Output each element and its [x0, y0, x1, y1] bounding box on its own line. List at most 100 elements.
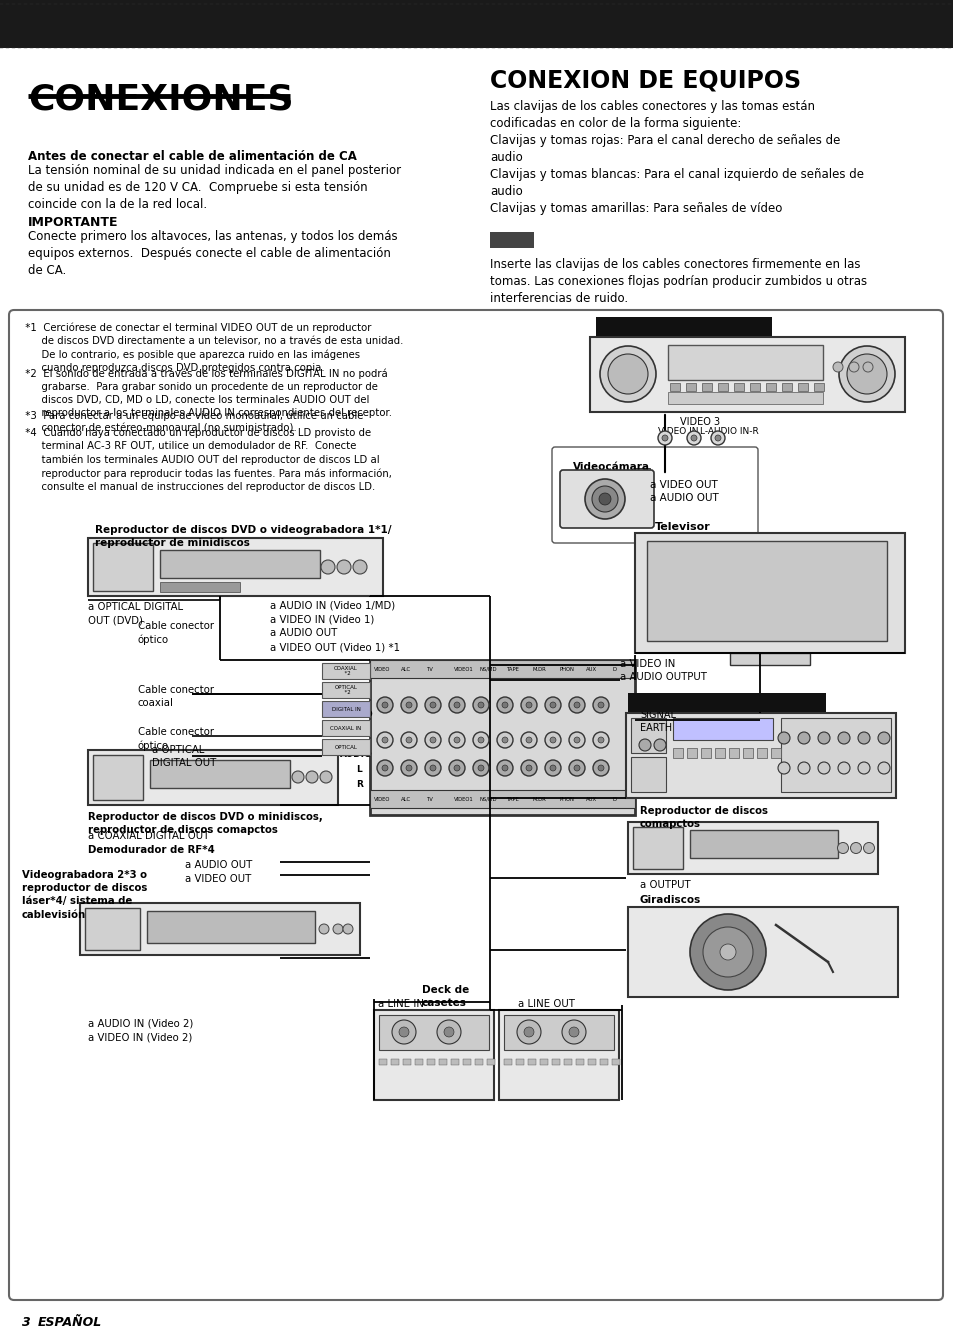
Circle shape — [598, 737, 603, 743]
Text: AUDIO: AUDIO — [339, 750, 373, 759]
Text: 3: 3 — [22, 1315, 30, 1329]
Circle shape — [430, 702, 436, 708]
Bar — [552, 1059, 559, 1065]
Circle shape — [550, 702, 556, 708]
Circle shape — [544, 697, 560, 713]
Text: a VIDEO OUT: a VIDEO OUT — [185, 874, 251, 884]
Text: AUX: AUX — [585, 666, 597, 672]
Circle shape — [497, 697, 513, 713]
Circle shape — [686, 431, 700, 446]
Text: R: R — [355, 779, 362, 789]
Circle shape — [523, 1027, 534, 1037]
Bar — [322, 662, 370, 680]
Circle shape — [838, 346, 894, 402]
Bar — [92, 543, 152, 591]
Circle shape — [477, 737, 483, 743]
Text: Deck de
casetes: Deck de casetes — [421, 986, 469, 1008]
Text: VIDEO: VIDEO — [341, 710, 374, 720]
Text: a AUDIO IN (Video 2): a AUDIO IN (Video 2) — [88, 1017, 193, 1028]
Bar — [757, 747, 766, 758]
Bar — [627, 907, 897, 998]
Text: PHON: PHON — [558, 797, 574, 802]
Bar — [685, 383, 696, 391]
Bar — [88, 750, 337, 805]
Circle shape — [525, 737, 532, 743]
Bar — [635, 533, 904, 653]
Text: CONEXION DE EQUIPOS: CONEXION DE EQUIPOS — [490, 68, 801, 92]
Bar — [438, 1059, 447, 1065]
Circle shape — [850, 842, 861, 854]
Bar — [85, 908, 140, 950]
Text: D: D — [612, 797, 616, 802]
Text: TAPE: TAPE — [506, 797, 518, 802]
Circle shape — [837, 732, 849, 743]
Text: *2  El sonido de entrada a través de los terminales DIGITAL IN no podrá
      gr: *2 El sonido de entrada a través de los … — [22, 368, 392, 418]
Circle shape — [436, 1020, 460, 1044]
Circle shape — [320, 560, 335, 575]
Text: AUX: AUX — [585, 797, 597, 802]
Text: ESPAÑOL: ESPAÑOL — [38, 1315, 102, 1329]
Bar — [630, 757, 665, 791]
FancyBboxPatch shape — [559, 469, 654, 528]
Bar — [378, 1059, 387, 1065]
Circle shape — [568, 759, 584, 775]
Bar — [589, 336, 904, 412]
Text: CONEXIONES: CONEXIONES — [28, 82, 294, 116]
Circle shape — [592, 485, 618, 512]
Circle shape — [877, 762, 889, 774]
Bar — [539, 1059, 547, 1065]
Text: Cable conector
coaxial: Cable conector coaxial — [138, 685, 213, 708]
Bar — [160, 551, 319, 579]
Bar — [370, 660, 635, 815]
Bar — [714, 747, 724, 758]
Circle shape — [778, 732, 789, 743]
Text: Televisor: Televisor — [655, 521, 710, 532]
Circle shape — [658, 431, 671, 446]
Text: PHON: PHON — [558, 666, 574, 672]
Text: ALC: ALC — [400, 797, 410, 802]
Bar — [627, 693, 825, 712]
Text: Las clavijas de los cables conectores y las tomas están
codificadas en color de : Las clavijas de los cables conectores y … — [490, 100, 863, 215]
Circle shape — [473, 759, 489, 775]
Circle shape — [599, 346, 656, 402]
Circle shape — [593, 732, 608, 747]
Text: Reproductor de discos DVD o videograbadora 1*1/
reproductor de minidiscos: Reproductor de discos DVD o videograbado… — [95, 525, 391, 548]
Text: a VIDEO IN (Video 2): a VIDEO IN (Video 2) — [88, 1032, 193, 1041]
Circle shape — [568, 732, 584, 747]
Circle shape — [381, 765, 388, 771]
Circle shape — [654, 739, 665, 751]
Circle shape — [550, 737, 556, 743]
Text: Demodurador de RF*4: Demodurador de RF*4 — [88, 845, 214, 855]
Bar — [563, 1059, 572, 1065]
Circle shape — [607, 354, 647, 394]
Circle shape — [406, 702, 412, 708]
Text: L: L — [355, 765, 361, 774]
Text: DIGITAL IN: DIGITAL IN — [332, 706, 360, 712]
Circle shape — [574, 737, 579, 743]
Circle shape — [544, 732, 560, 747]
Text: a VIDEO IN: a VIDEO IN — [619, 658, 675, 669]
Text: a VIDEO OUT: a VIDEO OUT — [649, 480, 717, 489]
Circle shape — [598, 702, 603, 708]
Bar — [322, 720, 370, 735]
Circle shape — [661, 435, 667, 442]
Bar — [576, 1059, 583, 1065]
Text: Antes de conectar el cable de alimentación de CA: Antes de conectar el cable de alimentaci… — [28, 150, 356, 164]
Text: a OUTPUT: a OUTPUT — [639, 880, 690, 890]
Circle shape — [593, 759, 608, 775]
Text: Inserte las clavijas de los cables conectores firmemente en las
tomas. Las conex: Inserte las clavijas de los cables conec… — [490, 258, 866, 305]
Circle shape — [454, 702, 459, 708]
Bar — [475, 1059, 482, 1065]
Bar — [718, 383, 727, 391]
Circle shape — [710, 431, 724, 446]
Circle shape — [381, 702, 388, 708]
Circle shape — [574, 765, 579, 771]
Text: *1  Cerciórese de conectar el terminal VIDEO OUT de un reproductor
      de disc: *1 Cerciórese de conectar el terminal VI… — [22, 322, 403, 372]
Bar — [527, 1059, 536, 1065]
Text: D: D — [612, 666, 616, 672]
Bar — [667, 344, 822, 380]
Text: a AUDIO OUT: a AUDIO OUT — [185, 861, 252, 870]
Text: L-AUDIO IN-R: L-AUDIO IN-R — [700, 427, 758, 436]
Bar — [630, 718, 665, 753]
Circle shape — [714, 435, 720, 442]
